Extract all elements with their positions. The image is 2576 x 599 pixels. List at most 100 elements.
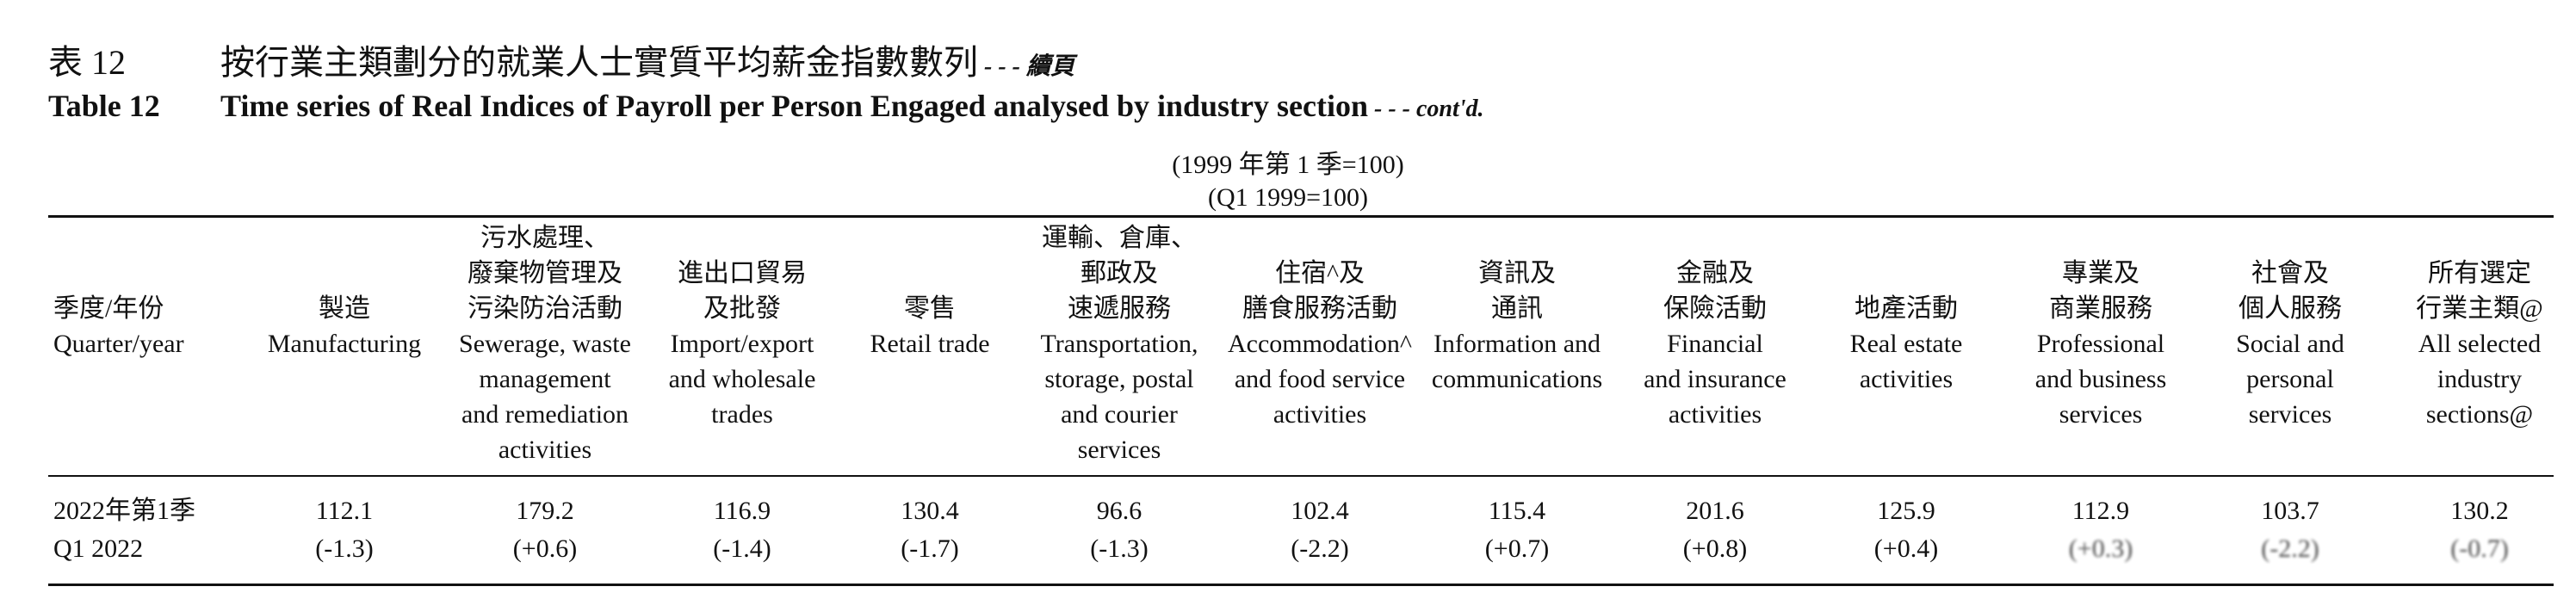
index-value: 179.2 [516,497,574,525]
column-header-en-line: services [2059,400,2143,429]
column-header-zh-line: 專業及 [2062,259,2139,287]
column-header-en-line: activities [1859,365,1954,393]
index-cell: 96.6 (-1.3) [1020,492,1218,568]
column-header-en-line: and business [2034,365,2167,393]
column-header: 進出口貿易 及批發 Import/export and wholesale trades [647,220,837,432]
column-header-en-line: trades [711,400,773,429]
index-value: 112.1 [315,497,374,525]
continued-label-zh: - - - 續頁 [978,53,1074,80]
column-header: 污水處理、廢棄物管理及 污染防治活動 Sewerage, waste manageme… [442,220,648,467]
column-header-zh-line: 資訊及 [1478,259,1556,287]
index-cell: 130.2 (-0.7) [2393,492,2566,568]
title-english: Table 12 Time series of Real Indices of P… [48,88,1484,124]
index-cell: 112.1 (-1.3) [254,492,435,568]
title-chinese: 表 12 按行業主類劃分的就業人士實質平均薪金指數數列 - - - 續頁 [48,34,1074,84]
column-header-zh: 地產活動 [1816,220,1997,326]
column-header-zh: 季度/年份 [53,220,260,326]
change-value: (-1.3) [1090,534,1149,563]
column-header-en-line: Import/export [670,330,814,358]
column-header-zh-line: 個人服務 [2239,294,2342,323]
index-value: 201.6 [1686,497,1744,525]
index-cell: 102.4 (-2.2) [1217,492,1423,568]
column-header-en-line: activities [498,435,592,464]
column-header-zh-line: 速遞服務 [1068,294,1171,323]
column-header-en: Social and personal services [2200,326,2381,432]
column-header: 製造 Manufacturing [254,220,435,361]
change-value: (+0.3) [2068,534,2133,563]
column-header-zh: 零售 [844,220,1016,326]
column-header-zh-line: 季度/年份 [53,294,164,323]
column-header-zh-line: 保險活動 [1663,294,1767,323]
index-value: 103.7 [2261,497,2319,525]
period-zh: 2022年第1季 [53,497,195,525]
index-value: 115.4 [1488,497,1546,525]
table-title-zh: 按行業主類劃分的就業人士實質平均薪金指數數列 [220,43,978,82]
column-header-en-line: All selected [2418,330,2542,358]
index-cell: 201.6 (+0.8) [1616,492,1814,568]
period-cell: 2022年第1季 Q1 2022 [53,492,260,568]
column-header-zh-line: 所有選定 [2428,259,2531,287]
column-header-en-line: Quarter/year [53,330,184,358]
column-header-zh-line: 金融及 [1676,259,1754,287]
column-header-en: Import/export and wholesale trades [647,326,837,432]
index-cell: 130.4 (-1.7) [844,492,1016,568]
column-header-zh: 污水處理、廢棄物管理及 污染防治活動 [442,220,648,326]
column-header-zh-line: 運輸、倉庫、 [1042,224,1197,252]
column-header-en-line: Accommodation^ [1227,330,1413,358]
column-header-en-line: Transportation, [1040,330,1198,358]
change-value: (-2.2) [1291,534,1349,563]
index-cell: 103.7 (-2.2) [2200,492,2381,568]
column-header-en-line: Sewerage, waste [459,330,631,358]
column-header-en-line: Retail trade [870,330,990,358]
change-value: (-1.3) [315,534,374,563]
index-cell: 115.4 (+0.7) [1418,492,1616,568]
index-value: 112.9 [2071,497,2130,525]
column-header-en-line: services [1077,435,1161,464]
column-header: 社會及 個人服務 Social and personal services [2200,220,2381,432]
column-header: 運輸、倉庫、 郵政及 速遞服務 Transportation, storage, pos… [1020,220,1218,467]
column-header-en-line: Manufacturing [267,330,422,358]
period-en: Q1 2022 [53,534,144,563]
index-value: 130.2 [2450,497,2509,525]
index-base-en: (Q1 1999=100) [1207,183,1369,212]
index-value: 116.9 [713,497,771,525]
column-header-en-line: Real estate [1849,330,1963,358]
column-header-zh-line: 廢棄物管理及 [468,259,622,287]
column-header-zh: 進出口貿易 及批發 [647,220,837,326]
column-header-en: Retail trade [844,326,1016,361]
column-header-en: Real estate activities [1816,326,1997,397]
index-cell: 116.9 (-1.4) [647,492,837,568]
column-header-zh-line: 污染防治活動 [468,294,622,323]
index-value: 96.6 [1096,497,1142,525]
column-header-en-line: Professional [2036,330,2165,358]
column-header-zh-line: 社會及 [2251,259,2329,287]
column-header-zh-line: 及批發 [703,294,781,323]
column-header-en-line: sections@ [2425,400,2534,429]
change-value: (-1.4) [713,534,771,563]
column-header: 地產活動 Real estate activities [1816,220,1997,397]
column-header-zh-line: 商業服務 [2049,294,2152,323]
change-value: (+0.6) [512,534,578,563]
index-value: 130.4 [901,497,959,525]
column-header-en: Quarter/year [53,326,260,361]
column-header-zh: 金融及 保險活動 [1616,220,1814,326]
column-header-zh: 專業及 商業服務 [2006,220,2195,326]
column-header-zh: 社會及 個人服務 [2200,220,2381,326]
column-header-en-line: storage, postal [1044,365,1194,393]
column-header-zh: 製造 [254,220,435,326]
index-cell: 125.9 (+0.4) [1816,492,1997,568]
column-header-zh-line: 進出口貿易 [678,259,807,287]
column-header-en-line: management [479,365,611,393]
table-header-rule [48,475,2554,477]
column-header-en-line: Information and [1433,330,1601,358]
column-header-en-line: and food service [1234,365,1406,393]
index-cell: 112.9 (+0.3) [2006,492,2195,568]
column-header-zh: 運輸、倉庫、 郵政及 速遞服務 [1020,220,1218,326]
change-value: (+0.8) [1682,534,1748,563]
column-header: 季度/年份 Quarter/year [53,220,260,361]
column-header-zh-line: 污水處理、 [480,224,610,252]
table-top-rule [48,215,2554,218]
column-header: 金融及 保險活動 Financial and insurance activities [1616,220,1814,432]
column-header-en: All selected industry sections@ [2393,326,2566,432]
column-header-zh-line: 住宿^及 [1274,259,1365,287]
